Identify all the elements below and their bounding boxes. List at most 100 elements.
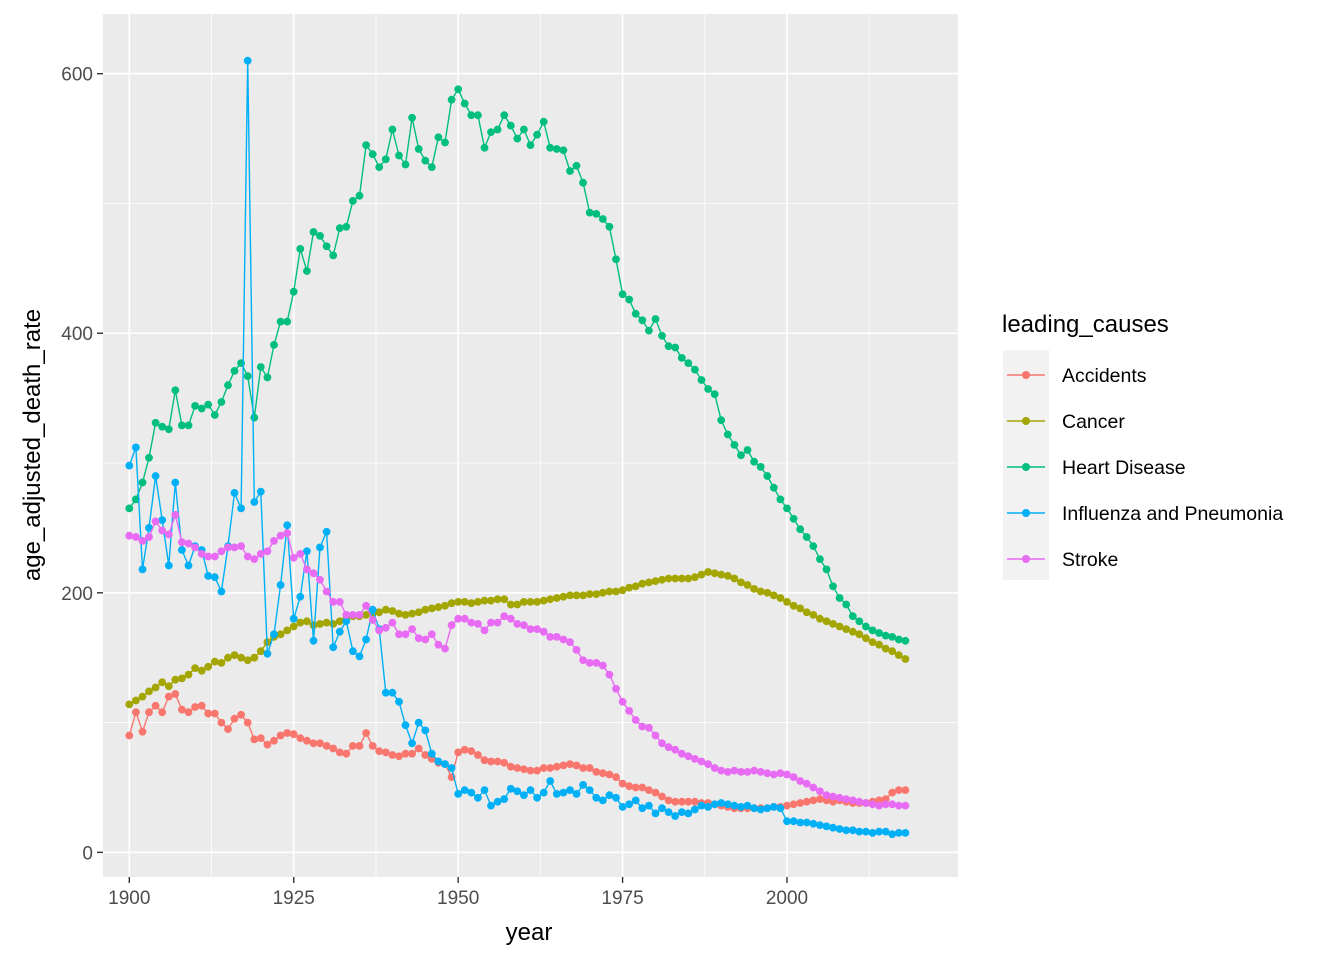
data-point-heart-disease bbox=[533, 130, 541, 139]
data-point-accidents bbox=[539, 764, 548, 772]
data-point-cancer bbox=[210, 657, 219, 666]
data-point-stroke bbox=[487, 618, 495, 627]
data-point-influenza-and-pneumonia bbox=[769, 803, 778, 811]
data-point-stroke bbox=[638, 722, 647, 731]
data-point-cancer bbox=[888, 647, 897, 656]
data-point-accidents bbox=[513, 764, 522, 772]
data-point-heart-disease bbox=[848, 612, 857, 621]
x-tick-label: 2000 bbox=[766, 888, 808, 909]
data-point-influenza-and-pneumonia bbox=[132, 443, 140, 452]
data-point-stroke bbox=[737, 768, 745, 776]
data-point-cancer bbox=[381, 605, 390, 614]
data-point-influenza-and-pneumonia bbox=[303, 547, 311, 556]
data-point-influenza-and-pneumonia bbox=[329, 643, 338, 652]
data-point-influenza-and-pneumonia bbox=[178, 546, 186, 554]
data-point-heart-disease bbox=[737, 451, 745, 460]
data-point-influenza-and-pneumonia bbox=[355, 652, 364, 661]
data-point-cancer bbox=[480, 596, 489, 605]
data-point-accidents bbox=[151, 701, 160, 710]
data-point-accidents bbox=[467, 747, 476, 755]
x-tick-label: 1975 bbox=[601, 888, 643, 909]
data-point-stroke bbox=[421, 635, 430, 644]
data-point-influenza-and-pneumonia bbox=[520, 791, 528, 800]
data-point-accidents bbox=[250, 735, 259, 744]
data-point-heart-disease bbox=[796, 525, 805, 534]
data-point-cancer bbox=[618, 586, 627, 595]
data-point-cancer bbox=[612, 587, 620, 596]
data-point-accidents bbox=[638, 783, 647, 792]
data-point-heart-disease bbox=[868, 626, 877, 635]
data-point-stroke bbox=[178, 538, 186, 547]
data-point-influenza-and-pneumonia bbox=[283, 521, 292, 530]
data-point-stroke bbox=[520, 621, 528, 630]
data-point-accidents bbox=[579, 764, 587, 772]
data-point-stroke bbox=[585, 659, 594, 667]
data-point-cancer bbox=[283, 626, 292, 635]
data-point-heart-disease bbox=[723, 430, 732, 439]
data-point-accidents bbox=[783, 801, 791, 810]
data-point-influenza-and-pneumonia bbox=[875, 827, 883, 836]
data-point-stroke bbox=[625, 707, 634, 715]
data-point-heart-disease bbox=[408, 113, 416, 122]
data-point-stroke bbox=[802, 779, 811, 788]
data-point-accidents bbox=[809, 796, 818, 805]
data-point-stroke bbox=[322, 587, 331, 596]
y-tick-label: 0 bbox=[82, 843, 93, 864]
data-point-accidents bbox=[283, 729, 292, 737]
data-point-stroke bbox=[303, 565, 311, 574]
data-point-heart-disease bbox=[355, 191, 364, 200]
data-point-stroke bbox=[651, 731, 660, 740]
y-tick-label: 200 bbox=[61, 584, 93, 605]
data-point-stroke bbox=[493, 618, 502, 627]
data-point-accidents bbox=[612, 773, 620, 781]
data-point-influenza-and-pneumonia bbox=[289, 614, 298, 623]
data-point-cancer bbox=[848, 627, 857, 636]
data-point-heart-disease bbox=[822, 565, 831, 574]
data-point-heart-disease bbox=[671, 343, 680, 352]
data-point-influenza-and-pneumonia bbox=[395, 697, 403, 706]
data-point-accidents bbox=[355, 742, 364, 750]
data-point-influenza-and-pneumonia bbox=[250, 498, 259, 506]
data-point-stroke bbox=[875, 801, 883, 810]
data-point-accidents bbox=[164, 692, 173, 701]
data-point-heart-disease bbox=[421, 156, 430, 165]
data-point-stroke bbox=[598, 661, 607, 670]
data-point-influenza-and-pneumonia bbox=[710, 800, 719, 809]
data-point-cancer bbox=[658, 575, 666, 584]
legend-title: leading_causes bbox=[1002, 311, 1169, 338]
data-point-influenza-and-pneumonia bbox=[263, 649, 272, 658]
legend-label: Stroke bbox=[1062, 549, 1118, 571]
data-point-heart-disease bbox=[520, 125, 528, 134]
legend-key-point bbox=[1022, 555, 1030, 563]
legend-item-cancer: Cancer bbox=[1007, 411, 1125, 433]
data-point-accidents bbox=[592, 768, 601, 776]
data-point-cancer bbox=[664, 574, 673, 583]
data-point-influenza-and-pneumonia bbox=[506, 784, 515, 793]
data-point-stroke bbox=[776, 769, 785, 778]
data-point-stroke bbox=[368, 616, 377, 624]
legend-label: Influenza and Pneumonia bbox=[1062, 503, 1283, 525]
data-point-stroke bbox=[809, 783, 818, 792]
data-point-stroke bbox=[237, 542, 246, 550]
data-point-stroke bbox=[270, 537, 278, 545]
data-point-influenza-and-pneumonia bbox=[368, 605, 377, 614]
data-point-heart-disease bbox=[881, 631, 890, 640]
x-tick-label: 1950 bbox=[437, 888, 479, 909]
data-point-heart-disease bbox=[289, 287, 298, 296]
data-point-stroke bbox=[848, 796, 857, 805]
data-point-stroke bbox=[480, 626, 489, 635]
data-point-heart-disease bbox=[191, 402, 200, 410]
legend-key-point bbox=[1022, 417, 1030, 425]
data-point-accidents bbox=[677, 797, 686, 806]
data-point-cancer bbox=[243, 656, 252, 665]
data-point-influenza-and-pneumonia bbox=[868, 829, 877, 837]
data-point-stroke bbox=[796, 777, 805, 785]
data-point-cancer bbox=[677, 574, 686, 583]
data-point-heart-disease bbox=[276, 317, 285, 326]
data-point-accidents bbox=[645, 786, 653, 794]
data-point-accidents bbox=[598, 769, 607, 778]
data-point-heart-disease bbox=[816, 555, 824, 563]
data-point-stroke bbox=[467, 618, 476, 627]
data-point-influenza-and-pneumonia bbox=[723, 800, 732, 809]
data-point-cancer bbox=[789, 601, 798, 610]
